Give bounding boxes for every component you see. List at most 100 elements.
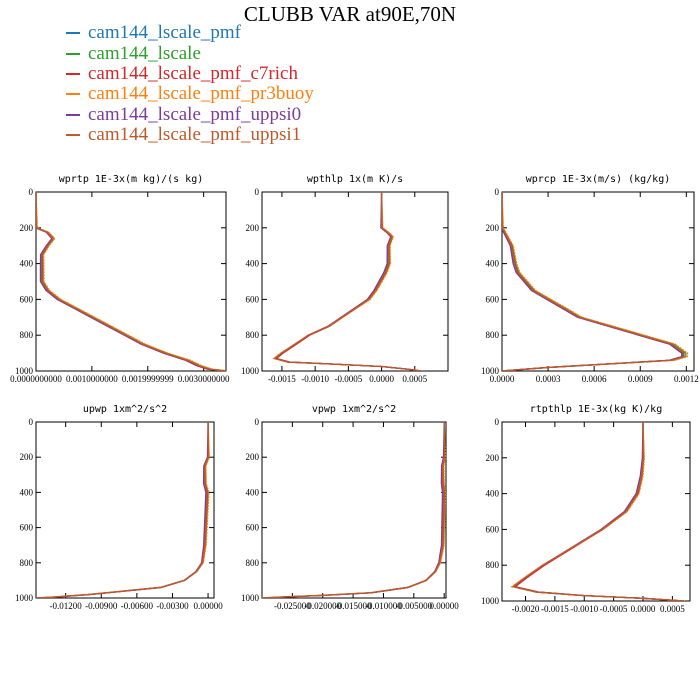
series-line bbox=[511, 422, 685, 601]
y-tick-label: 800 bbox=[20, 558, 34, 568]
x-tick-label: -0.0015 bbox=[541, 604, 569, 614]
series-line bbox=[36, 192, 226, 371]
series-line bbox=[36, 422, 210, 598]
panel-frame bbox=[35, 421, 215, 599]
series-line bbox=[36, 192, 226, 371]
x-tick-label: 0.0005 bbox=[402, 374, 427, 384]
y-tick-label: 1000 bbox=[241, 593, 260, 603]
chart-panel: upwp 1xm^2/s^202004006008001000-0.01200-… bbox=[15, 404, 223, 611]
y-tick-label: 0 bbox=[495, 187, 500, 197]
chart-panel: wprtp 1E-3x(m kg)/(s kg) 0 200 400 600 800 100… bbox=[10, 174, 230, 384]
y-tick-label: 800 bbox=[20, 330, 34, 340]
legend-swatch bbox=[66, 52, 80, 55]
legend-label: cam144_lscale_pmf bbox=[88, 22, 242, 44]
chart-panel: wpthlp 1x(m K)/s 0 200 400 600 800 1000 -0.0015… bbox=[241, 174, 449, 384]
x-tick-label: -0.0020 bbox=[512, 604, 540, 614]
y-tick-label: 1000 bbox=[241, 366, 260, 376]
y-tick-label: 200 bbox=[486, 453, 500, 463]
series-line bbox=[36, 422, 209, 598]
y-tick-label: 1000 bbox=[15, 593, 34, 603]
chart-panel: wprcp 1E-3x(m/s) (kg/kg) 0 200 400 600 800 100… bbox=[481, 174, 699, 384]
x-tick-label: 0.0006 bbox=[582, 374, 607, 384]
y-tick-label: 800 bbox=[486, 560, 500, 570]
panel-title: rtpthlp 1E-3x(kg K)/kg bbox=[530, 404, 662, 415]
y-tick-label: 800 bbox=[246, 558, 260, 568]
x-tick-label: -0.025000 bbox=[274, 601, 311, 611]
y-tick-label: 1000 bbox=[481, 596, 500, 606]
y-tick-label: 200 bbox=[246, 452, 260, 462]
series-line bbox=[36, 192, 226, 371]
x-tick-label: 0.0030000000 bbox=[178, 374, 230, 384]
y-tick-label: 600 bbox=[246, 523, 260, 533]
series-line bbox=[36, 422, 209, 598]
series-line bbox=[273, 192, 422, 371]
panel-title: wpthlp 1x(m K)/s bbox=[307, 174, 403, 185]
y-tick-label: 0 bbox=[255, 187, 260, 197]
panel-frame bbox=[501, 421, 691, 602]
legend-swatch bbox=[66, 72, 80, 75]
panel-frame bbox=[35, 191, 227, 372]
series-line bbox=[36, 422, 209, 598]
y-tick-label: 200 bbox=[246, 223, 260, 233]
x-tick-label: 0.0003 bbox=[536, 374, 561, 384]
x-tick-label: 0.00000 bbox=[430, 601, 460, 611]
series-line bbox=[262, 422, 446, 598]
x-tick-label: -0.015000 bbox=[335, 601, 372, 611]
legend-item: cam144_lscale_pmf_uppsi0 bbox=[66, 104, 314, 125]
series-line bbox=[512, 422, 685, 601]
x-tick-label: -0.0010 bbox=[570, 604, 598, 614]
y-tick-label: 400 bbox=[20, 487, 34, 497]
legend-label: cam144_lscale_pmf_uppsi1 bbox=[88, 124, 302, 146]
x-tick-label: 0.0012 bbox=[674, 374, 699, 384]
series-line bbox=[502, 192, 685, 371]
series-line bbox=[36, 192, 226, 371]
y-tick-label: 600 bbox=[246, 294, 260, 304]
series-line bbox=[502, 192, 687, 371]
x-tick-label: 0.0009 bbox=[628, 374, 653, 384]
y-tick-label: 600 bbox=[20, 294, 34, 304]
series-line bbox=[502, 192, 684, 371]
x-tick-label: 0.00000 bbox=[193, 601, 223, 611]
x-tick-label: 0.0019999999 bbox=[122, 374, 174, 384]
figure-title: CLUBB VAR at90E,70N bbox=[243, 2, 457, 26]
y-tick-label: 800 bbox=[246, 330, 260, 340]
legend-swatch bbox=[66, 113, 80, 116]
legend-label: cam144_lscale_pmf_c7rich bbox=[88, 62, 298, 84]
y-tick-label: 1000 bbox=[15, 366, 34, 376]
y-tick-label: 200 bbox=[486, 223, 500, 233]
series-line bbox=[262, 422, 446, 598]
y-tick-label: 400 bbox=[486, 259, 500, 269]
legend-label: cam144_lscale bbox=[88, 42, 201, 64]
y-tick-label: 200 bbox=[20, 452, 34, 462]
chart-panel: vpwp 1xm^2/s^2 0 200 400 600 800 1000 -0.025000… bbox=[241, 404, 459, 611]
x-tick-label: -0.020000 bbox=[304, 601, 341, 611]
x-tick-label: -0.010000 bbox=[365, 601, 402, 611]
y-tick-label: 600 bbox=[20, 523, 34, 533]
series-line bbox=[502, 192, 689, 371]
x-tick-label: -0.005000 bbox=[395, 601, 432, 611]
panel-frame bbox=[261, 421, 447, 599]
y-tick-label: 600 bbox=[486, 524, 500, 534]
x-tick-label: 0.0000000000 bbox=[10, 374, 62, 384]
legend-item: cam144_lscale_pmf_pr3buoy bbox=[66, 83, 314, 104]
y-tick-label: 400 bbox=[20, 259, 34, 269]
panel-frame bbox=[501, 191, 695, 372]
legend-item: cam144_lscale_pmf_uppsi1 bbox=[66, 124, 314, 146]
legend-swatch bbox=[66, 134, 80, 137]
legend-swatch bbox=[66, 32, 80, 35]
series-line bbox=[502, 192, 683, 371]
panel-title: upwp 1xm^2/s^2 bbox=[83, 404, 167, 415]
y-tick-label: 0 bbox=[29, 187, 34, 197]
y-tick-label: 600 bbox=[486, 294, 500, 304]
x-tick-label: -0.00300 bbox=[156, 601, 189, 611]
legend-swatch bbox=[66, 93, 80, 96]
y-tick-label: 400 bbox=[246, 259, 260, 269]
x-tick-label: -0.0005 bbox=[600, 604, 628, 614]
series-line bbox=[263, 422, 446, 598]
x-tick-label: -0.0010 bbox=[301, 374, 329, 384]
series-line bbox=[262, 422, 445, 598]
y-tick-label: 0 bbox=[495, 417, 500, 427]
series-line bbox=[510, 422, 685, 601]
x-tick-label: -0.0005 bbox=[334, 374, 362, 384]
